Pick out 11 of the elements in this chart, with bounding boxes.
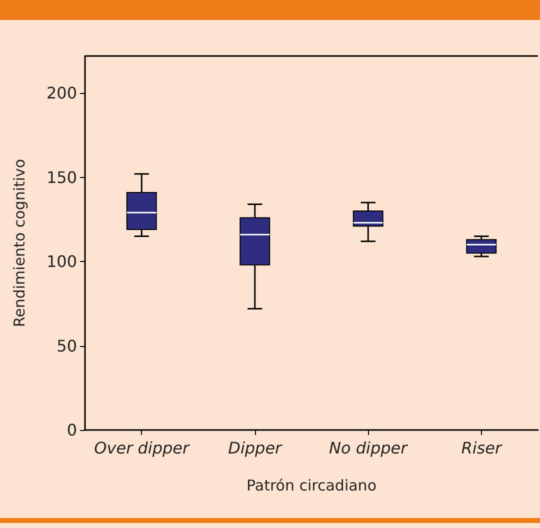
x-tick-label: Dipper bbox=[228, 438, 284, 458]
x-tick-label: Riser bbox=[461, 438, 503, 458]
y-axis-title: Rendimiento cognitivo bbox=[10, 158, 28, 328]
x-axis-title: Patrón circadiano bbox=[246, 476, 376, 494]
y-tick-label: 100 bbox=[46, 252, 77, 272]
y-tick-label: 200 bbox=[46, 84, 77, 103]
y-tick-label: 150 bbox=[46, 168, 77, 187]
x-tick-label: No dipper bbox=[329, 438, 409, 458]
y-tick-label: 0 bbox=[66, 420, 77, 440]
y-tick-label: 50 bbox=[56, 336, 77, 356]
x-tick-label: Over dipper bbox=[94, 438, 190, 458]
